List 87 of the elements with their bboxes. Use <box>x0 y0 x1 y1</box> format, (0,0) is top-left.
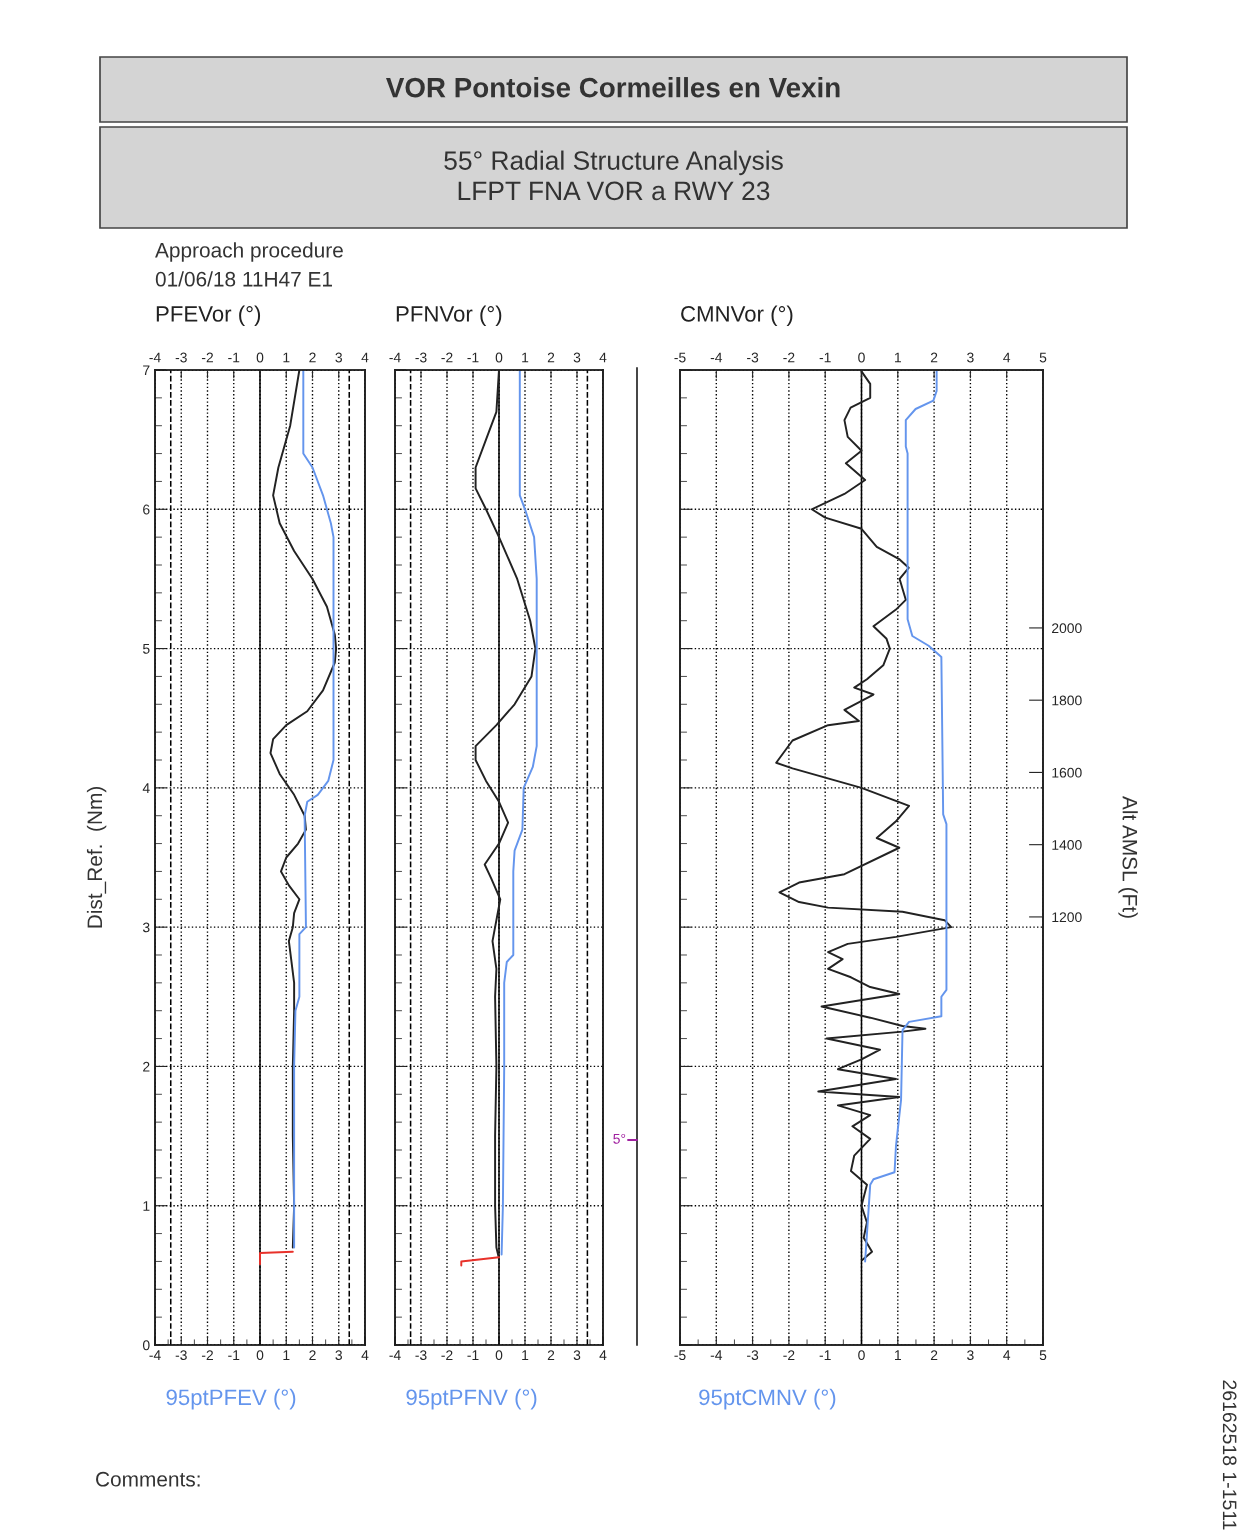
y-tick-label: 7 <box>143 365 150 376</box>
x2-tick-label: -3 <box>175 352 187 363</box>
text: 5° <box>613 1133 626 1144</box>
x-axis-title: 95ptPFNV (°) <box>406 1388 537 1410</box>
y2-axis-title: Alt AMSL (Ft) <box>1118 796 1138 918</box>
x2-tick-label: 1 <box>522 352 529 363</box>
x2-tick-label: -1 <box>819 352 831 363</box>
x2-tick-label: -4 <box>389 352 401 363</box>
x2-tick-label: -2 <box>201 352 213 363</box>
x-tick-label: -5 <box>674 1350 686 1361</box>
y-tick-label: 0 <box>142 1340 150 1351</box>
x-tick-label: 4 <box>599 1350 607 1360</box>
x-tick-label: -1 <box>228 1350 240 1360</box>
x-tick-label: -2 <box>441 1350 453 1360</box>
x-tick-label: -4 <box>710 1350 723 1360</box>
x2-tick-label: -1 <box>228 352 240 363</box>
x2-tick-label: 4 <box>1003 352 1011 363</box>
x-tick-label: 1 <box>895 1350 901 1360</box>
x-tick-label: -3 <box>415 1350 427 1361</box>
x2-tick-label: 3 <box>335 352 342 363</box>
x-tick-label: 0 <box>858 1350 865 1361</box>
x-axis-title: 95ptCMNV (°) <box>699 1388 836 1410</box>
x2-tick-label: 0 <box>858 352 865 363</box>
x2-tick-label: 0 <box>495 352 503 363</box>
x-tick-label: -2 <box>201 1350 213 1360</box>
x2-tick-label: -4 <box>710 352 723 363</box>
x-tick-label: 1 <box>283 1350 290 1360</box>
x-tick-label: -1 <box>819 1350 831 1360</box>
x-tick-label: -3 <box>747 1350 759 1361</box>
x2-axis-title: CMNVor (°) <box>681 305 793 327</box>
x2-tick-label: 1 <box>283 352 290 363</box>
x2-tick-label: 2 <box>930 352 938 363</box>
y-tick-label: 4 <box>142 783 150 793</box>
y-axis-title: Dist_Ref. (Nm) <box>86 787 107 928</box>
x2-axis-title: PFEVor (°) <box>156 305 261 327</box>
text: 55° Radial Structure Analysis LFPT FNA VOR a RWY 23 <box>444 150 783 201</box>
x2-tick-label: -5 <box>674 352 686 363</box>
x-tick-label: 0 <box>256 1350 264 1361</box>
x2-tick-label: -2 <box>783 352 795 363</box>
x2-tick-label: -2 <box>441 352 453 363</box>
x2-tick-label: 1 <box>895 352 901 363</box>
text: 26162518 1-1511 <box>1222 1380 1237 1530</box>
y2-tick-label: 2000 <box>1052 623 1082 634</box>
y2-tick-label: 1800 <box>1052 695 1082 706</box>
x-tick-label: -4 <box>149 1350 161 1360</box>
x-tick-label: 2 <box>309 1350 316 1360</box>
x2-tick-label: 0 <box>256 352 264 363</box>
x-axis-title: 95ptPFEV (°) <box>166 1388 296 1410</box>
x2-tick-label: -4 <box>149 352 161 363</box>
text: VOR Pontoise Cormeilles en Vexin <box>386 77 840 98</box>
x-tick-label: 1 <box>522 1350 529 1360</box>
x2-tick-label: 2 <box>547 352 555 363</box>
x-tick-label: 2 <box>547 1350 555 1360</box>
x2-axis-title: PFNVor (°) <box>396 305 502 327</box>
x2-tick-label: -3 <box>747 352 759 363</box>
y2-tick-label: 1600 <box>1052 767 1082 778</box>
text: Approach procedure <box>155 242 343 262</box>
text: Comments: <box>96 1471 200 1487</box>
x-tick-label: -2 <box>783 1350 795 1360</box>
y2-tick-label: 1200 <box>1052 912 1082 923</box>
y-tick-label: 5 <box>142 644 150 654</box>
x-tick-label: 3 <box>573 1350 581 1361</box>
x2-tick-label: 3 <box>573 352 581 363</box>
x-tick-label: 4 <box>1003 1350 1011 1360</box>
x-tick-label: -1 <box>467 1350 479 1360</box>
x2-tick-label: 3 <box>967 352 974 363</box>
text: 01/06/18 11H47 E1 <box>155 271 332 287</box>
x-tick-label: 3 <box>335 1350 342 1361</box>
x-tick-label: 0 <box>495 1350 503 1361</box>
x-tick-label: -4 <box>389 1350 401 1360</box>
y-tick-label: 1 <box>143 1201 150 1211</box>
x2-tick-label: 4 <box>361 352 369 363</box>
y-tick-label: 6 <box>143 504 150 515</box>
x2-tick-label: 5 <box>1039 352 1047 363</box>
x-tick-label: 5 <box>1039 1350 1047 1361</box>
x2-tick-label: -3 <box>415 352 427 363</box>
line-series <box>293 370 335 1249</box>
x-tick-label: 3 <box>967 1350 974 1361</box>
x2-tick-label: 4 <box>599 352 607 363</box>
x-tick-label: 4 <box>361 1350 369 1360</box>
x2-tick-label: -1 <box>467 352 479 363</box>
x-tick-label: -3 <box>175 1350 187 1361</box>
x2-tick-label: 2 <box>309 352 316 363</box>
y-tick-label: 3 <box>142 922 150 933</box>
y-tick-label: 2 <box>143 1061 150 1072</box>
y2-tick-label: 1400 <box>1052 840 1082 850</box>
x-tick-label: 2 <box>930 1350 938 1360</box>
